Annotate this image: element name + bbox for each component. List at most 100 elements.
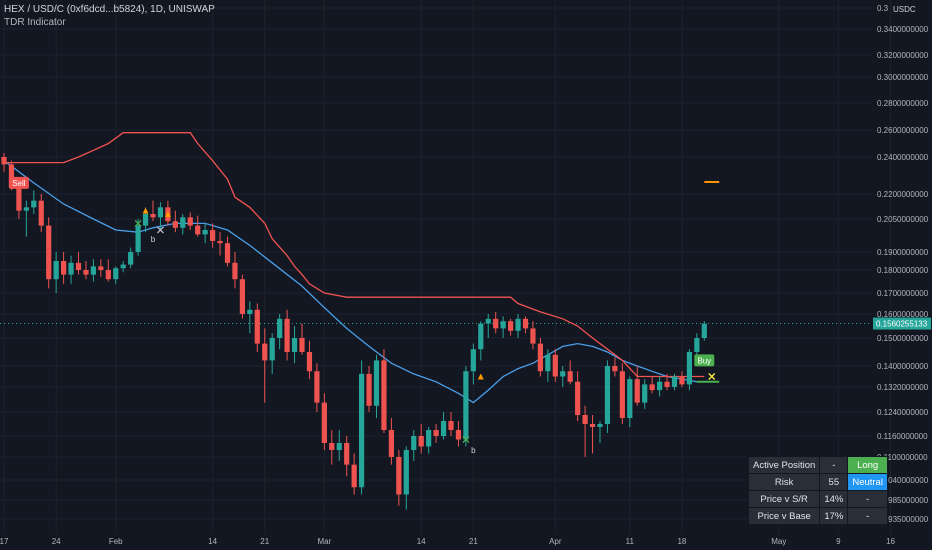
candle (105, 270, 111, 280)
price-tick-label: 0.1320000000 (877, 383, 929, 392)
candle (46, 225, 52, 280)
candle (351, 464, 357, 488)
candle (336, 443, 342, 450)
candle (679, 376, 685, 385)
triangle-marker (164, 211, 171, 217)
candle (619, 371, 625, 418)
price-axis[interactable]: 0.3 0.3400000000 0.3200000000 0.3000000000 0… (873, 4, 931, 524)
candle (284, 318, 290, 352)
signal-label-buy: Buy (697, 356, 711, 365)
time-tick-label: 21 (469, 537, 478, 546)
price-tick-label: 0.2200000000 (877, 190, 929, 199)
cross-marker (156, 226, 164, 234)
price-tick-label: 0.1700000000 (877, 289, 929, 298)
price-tick-label: 0.2050000000 (877, 215, 929, 224)
candle (597, 424, 603, 427)
candle (403, 450, 409, 495)
candle (172, 221, 178, 228)
candle (98, 266, 104, 270)
candle (120, 264, 126, 269)
time-tick-label: 24 (52, 537, 61, 546)
signal-label-box (8, 176, 29, 189)
candle (277, 318, 283, 338)
price-tick-label: 0.2400000000 (877, 153, 929, 162)
row-status: - (848, 491, 887, 507)
price-tick-label: 0.1800000000 (877, 266, 929, 275)
price-tick-label: 0.1600000000 (877, 310, 929, 319)
time-tick-label: 18 (677, 537, 686, 546)
time-tick-label: Feb (109, 537, 123, 546)
price-tick-label: 0.1240000000 (877, 408, 929, 417)
candle (582, 415, 588, 424)
time-axis[interactable]: 17 24 Feb 14 21 Mar 14 21 Apr 11 18 May 9 16 (0, 537, 896, 546)
candle (388, 430, 394, 457)
price-tick-label: 0.1040000000 (877, 476, 929, 485)
candle (38, 200, 44, 226)
indicator-name[interactable]: TDR Indicator (4, 17, 66, 28)
table-row: Risk 55 Neutral (749, 474, 887, 490)
time-tick-label: Apr (549, 537, 562, 546)
candle (418, 436, 424, 447)
candle (291, 338, 298, 352)
candle (657, 381, 663, 391)
candle (515, 318, 521, 331)
position-table: Active Position - Long Risk 55 Neutral P… (748, 456, 888, 525)
row-label: Active Position (749, 457, 820, 473)
letter-marker: b (471, 446, 476, 455)
price-tick-label: 0.1900000000 (877, 248, 929, 257)
candle (694, 338, 700, 352)
price-tick-label: 0.2800000000 (877, 99, 929, 108)
candle (396, 457, 402, 495)
candle (262, 343, 268, 361)
row-label: Price v Base (749, 508, 820, 524)
candle (217, 241, 223, 244)
table-row: Active Position - Long (749, 457, 887, 473)
price-tick-label: 0.0985000000 (877, 496, 929, 505)
time-tick-label: Mar (317, 537, 331, 546)
price-tick-label: 0.1100000000 (877, 453, 928, 462)
candle (634, 379, 640, 403)
candle (508, 321, 514, 331)
price-tick-label: 0.1400000000 (877, 362, 929, 371)
status-badge: Neutral (848, 474, 887, 490)
row-label: Price v S/R (749, 491, 820, 507)
cross-marker (708, 373, 716, 380)
candle (671, 376, 678, 387)
candle (493, 318, 499, 329)
letter-marker: b (151, 235, 156, 244)
candle (649, 384, 655, 391)
table-row: Price v Base 17% - (749, 508, 887, 524)
candle (433, 430, 439, 436)
signal-label-sell: Sell (12, 179, 26, 188)
row-value: 55 (820, 474, 848, 490)
price-tick-label: 0.3200000000 (877, 51, 929, 60)
chart-grid (0, 0, 892, 534)
candle (210, 230, 216, 241)
row-value: 14% (820, 491, 848, 507)
candle (306, 352, 313, 372)
candle (381, 360, 387, 430)
row-value: - (820, 457, 848, 473)
price-tick-label: 0.3400000000 (877, 25, 929, 34)
candle (545, 354, 551, 372)
indicator-line-red (4, 132, 705, 378)
price-tick-label: 0.1500000000 (877, 334, 929, 343)
price-tick-label: 0.0935000000 (877, 515, 929, 524)
candle (329, 443, 335, 450)
candle (314, 371, 320, 403)
candle (157, 207, 164, 218)
candle (128, 252, 134, 265)
candle (16, 184, 22, 211)
candle (366, 373, 372, 406)
symbol-title[interactable]: HEX / USD/C (0xf6dcd...b5824), 1D, UNISW… (4, 4, 215, 15)
triangle-marker (477, 373, 484, 380)
time-tick-label: 17 (0, 537, 9, 546)
candle (239, 279, 245, 314)
candle (552, 354, 558, 377)
time-tick-label: 14 (417, 537, 426, 546)
candle (1, 157, 7, 165)
candle (589, 424, 596, 427)
candle (299, 338, 305, 352)
candle (642, 384, 648, 403)
